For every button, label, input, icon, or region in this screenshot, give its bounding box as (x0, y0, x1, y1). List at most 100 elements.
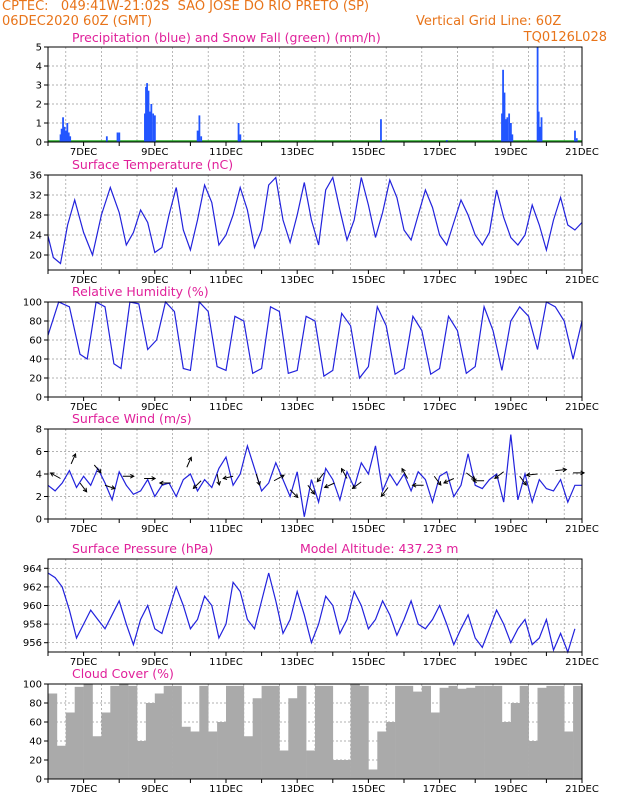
header-date: 06DEC2020 60Z (GMT) (2, 14, 153, 29)
cloud-bar (181, 726, 191, 779)
precip-bar (59, 134, 62, 142)
wind-arrowhead (437, 481, 442, 486)
wind-arrowhead (380, 492, 386, 498)
y-tick-label: 80 (29, 317, 42, 328)
wind-arrow (352, 481, 362, 489)
x-tick-label: 15DEC (352, 657, 386, 668)
x-tick-label: 21DEC (565, 147, 599, 158)
x-tick-label: 19DEC (494, 147, 528, 158)
wind-arrow (316, 472, 325, 482)
y-tick-label: 20 (29, 251, 42, 262)
precip-bar (574, 130, 576, 142)
y-tick-label: 60 (29, 718, 42, 729)
run-code: TQ0126L028 (523, 30, 607, 45)
panel-frame-2 (47, 301, 583, 398)
precip-bar (511, 134, 514, 142)
wind-arrowhead (256, 480, 261, 486)
cloud-bar (341, 760, 351, 779)
cloud-bar (323, 685, 334, 779)
x-tick-label: 19DEC (494, 275, 528, 286)
cloud-bar (484, 685, 494, 779)
y-tick-label: 0 (36, 515, 42, 526)
x-tick-label: 11DEC (209, 402, 243, 413)
x-tick-label: 15DEC (352, 275, 386, 286)
cloud-bar (564, 731, 574, 779)
wind-arrowhead (310, 490, 316, 495)
y-tick-label: 60 (29, 336, 42, 347)
y-tick-label: 4 (36, 470, 42, 481)
cloud-bar (555, 685, 565, 779)
precip-bar (540, 117, 543, 142)
y-tick-label: 3 (36, 81, 42, 92)
wind-arrow (50, 472, 61, 479)
x-tick-label: 17DEC (423, 657, 457, 668)
x-tick-label: 17DEC (423, 784, 457, 795)
x-tick-label: 7DEC (70, 402, 97, 413)
wind-arrow (465, 472, 476, 480)
cloud-bar (137, 741, 147, 779)
cloud-bar (252, 698, 262, 779)
y-tick-label: 4 (36, 62, 42, 73)
x-tick-label: 11DEC (209, 657, 243, 668)
y-tick-label: 0 (36, 138, 42, 149)
wind-arrow (70, 453, 76, 465)
y-tick-label: 8 (36, 425, 42, 436)
x-tick-label: 9DEC (141, 784, 168, 795)
precip-bar (60, 128, 63, 142)
y-tick-label: 20 (29, 374, 42, 385)
precip-bar (506, 117, 509, 142)
cloud-bar (359, 685, 369, 779)
wind-arrowhead (72, 453, 77, 459)
cloud-bar (457, 688, 467, 779)
wind-arrow (526, 473, 538, 476)
cloud-bar (65, 712, 75, 779)
precip-bar (198, 115, 201, 142)
panel-frame-0 (47, 46, 583, 143)
precip-bar (144, 113, 146, 142)
x-tick-label: 11DEC (209, 784, 243, 795)
cloud-bar (92, 736, 102, 779)
cloud-bar (306, 750, 316, 779)
wind-arrowhead (472, 478, 477, 484)
x-tick-label: 13DEC (280, 657, 314, 668)
wind-arrowhead (49, 472, 55, 477)
x-tick-label: 13DEC (280, 147, 314, 158)
precip-bar (239, 134, 242, 142)
wind-arrowhead (216, 481, 221, 487)
wind-arrowhead (562, 467, 568, 473)
x-tick-label: 13DEC (280, 275, 314, 286)
y-tick-label: 24 (29, 231, 42, 242)
cloud-bar (154, 693, 164, 779)
y-tick-label: 6 (36, 447, 42, 458)
y-tick-label: 32 (29, 191, 42, 202)
cloud-bar (279, 750, 289, 779)
x-tick-label: 13DEC (280, 402, 314, 413)
cloud-bar (208, 731, 218, 779)
x-tick-label: 7DEC (70, 275, 97, 286)
x-tick-label: 17DEC (423, 275, 457, 286)
cloud-bar (315, 685, 325, 779)
precip-bar (445, 140, 448, 142)
precip-bar (501, 113, 503, 142)
wind-arrow (401, 468, 408, 479)
precip-bar (152, 113, 155, 142)
x-tick-label: 11DEC (209, 524, 243, 535)
wind-arrowhead (525, 472, 531, 478)
wind-arrowhead (158, 480, 164, 486)
y-tick-label: 28 (29, 211, 42, 222)
cloud-bar (199, 685, 209, 779)
cloud-bar (74, 686, 84, 779)
precip-bar (154, 115, 156, 142)
cloud-bar (386, 722, 396, 779)
wind-arrowhead (293, 493, 299, 499)
y-tick-label: 36 (29, 171, 42, 182)
x-tick-label: 9DEC (141, 657, 168, 668)
wind-arrow (341, 468, 348, 479)
wind-arrowhead (192, 484, 198, 490)
x-tick-label: 21DEC (565, 657, 599, 668)
precip-bar (536, 47, 539, 142)
precip-bar (196, 130, 199, 142)
x-tick-label: 13DEC (280, 784, 314, 795)
x-tick-label: 11DEC (209, 147, 243, 158)
series-line-4 (47, 572, 576, 654)
